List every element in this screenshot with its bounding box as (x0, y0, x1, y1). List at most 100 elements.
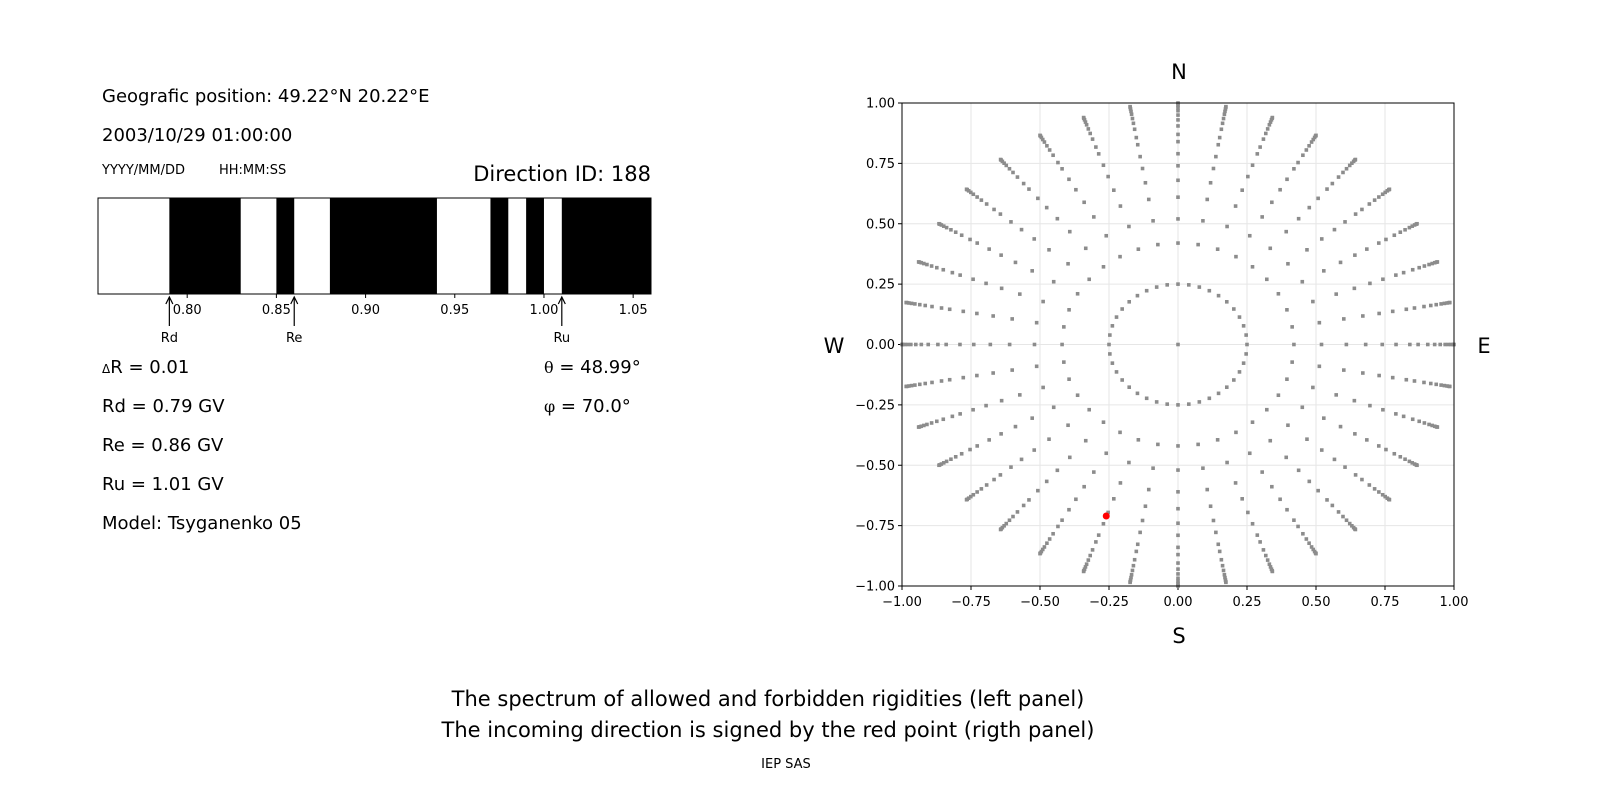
direction-point (1013, 260, 1018, 265)
direction-point (1368, 281, 1372, 286)
direction-point (1176, 579, 1180, 583)
x-tick-label: −0.50 (1020, 595, 1060, 610)
direction-point (1074, 497, 1078, 502)
direction-point (1083, 120, 1088, 124)
direction-point (1300, 405, 1305, 410)
direction-point (1176, 132, 1180, 137)
direction-point (1365, 247, 1369, 251)
direction-point (1055, 468, 1060, 473)
direction-point (1051, 531, 1055, 536)
direction-point (1317, 364, 1322, 369)
direction-point (1176, 490, 1180, 494)
direction-point (904, 300, 908, 305)
direction-point (1108, 333, 1112, 337)
direction-point (1341, 514, 1345, 519)
direction-point (1011, 514, 1015, 519)
direction-point (1422, 264, 1427, 268)
direction-point (1439, 383, 1443, 387)
direction-point (1010, 317, 1014, 321)
direction-point (1140, 166, 1145, 171)
direction-point (971, 277, 975, 282)
direction-point (925, 422, 929, 427)
direction-point (1176, 533, 1180, 538)
direction-point (1047, 537, 1052, 541)
direction-point (1030, 269, 1034, 273)
direction-point (1217, 135, 1222, 140)
direction-point (1412, 379, 1417, 383)
direction-point (1176, 545, 1180, 550)
direction-point (1146, 197, 1151, 202)
phi-symbol: φ (544, 397, 555, 416)
direction-point (1047, 437, 1051, 441)
direction-point (1332, 227, 1337, 232)
model-name: Model: Tsyganenko 05 (102, 513, 302, 534)
direction-point (937, 463, 941, 468)
direction-point (1176, 178, 1180, 183)
direction-point (1368, 403, 1372, 408)
direction-point (907, 384, 911, 388)
direction-point (1130, 116, 1135, 121)
direction-point (1120, 307, 1124, 311)
direction-point (1246, 510, 1250, 515)
direction-point (1067, 377, 1071, 381)
direction-point (1250, 420, 1255, 424)
direction-point (969, 494, 973, 499)
x-tick-label: 0.50 (1302, 595, 1331, 610)
direction-point (1258, 540, 1262, 544)
direction-point (1380, 342, 1385, 347)
direction-point (1197, 285, 1202, 289)
direction-point (1376, 241, 1381, 245)
direction-point (944, 225, 949, 230)
forbidden-band (490, 198, 509, 294)
direction-point (1380, 192, 1385, 197)
direction-point (1135, 142, 1140, 147)
direction-point (1205, 487, 1210, 492)
direction-point (1330, 503, 1335, 508)
direction-point (1270, 569, 1275, 574)
direction-point (1002, 523, 1006, 528)
phi-value: φ = 70.0° (544, 396, 631, 417)
direction-point (975, 311, 979, 316)
direction-point (1040, 137, 1045, 142)
direction-point (1176, 468, 1180, 472)
direction-point (1055, 216, 1060, 221)
direction-point (1434, 382, 1439, 387)
direction-point (1176, 552, 1180, 557)
direction-point (941, 267, 946, 272)
direction-point (1075, 393, 1080, 398)
direction-point (1442, 301, 1447, 306)
theta-symbol: θ (544, 358, 554, 377)
scatter-frame (901, 102, 1455, 587)
geographic-position: Geografic position: 49.22°N 20.22°E (102, 86, 430, 107)
direction-point (1034, 320, 1039, 325)
direction-point (1051, 279, 1056, 284)
direction-point (922, 423, 926, 428)
direction-point (1176, 241, 1180, 245)
direction-point (1381, 407, 1385, 412)
arrow-head-icon (557, 295, 566, 305)
direction-point (1427, 262, 1431, 267)
direction-point (1196, 242, 1200, 247)
direction-point (1084, 562, 1089, 566)
caption-line-2: The incoming direction is signed by the … (441, 718, 1095, 742)
direction-id: Direction ID: 188 (473, 162, 651, 186)
direction-point (1353, 527, 1358, 532)
direction-point (1045, 541, 1049, 545)
direction-point (1056, 160, 1060, 165)
direction-point (1101, 521, 1106, 526)
direction-point (1154, 285, 1159, 289)
direction-point (913, 302, 917, 306)
direction-point (959, 233, 964, 238)
direction-point (1129, 112, 1134, 117)
direction-point (1032, 342, 1037, 347)
direction-point (1417, 419, 1422, 424)
direction-point (1101, 265, 1106, 269)
direction-point (1276, 291, 1281, 296)
direction-point (1176, 576, 1180, 581)
direction-point (1322, 416, 1326, 420)
direction-point (1390, 309, 1395, 314)
direction-point (1442, 383, 1447, 388)
direction-point (1265, 558, 1270, 562)
direction-point (984, 403, 988, 408)
direction-point (1130, 568, 1135, 573)
